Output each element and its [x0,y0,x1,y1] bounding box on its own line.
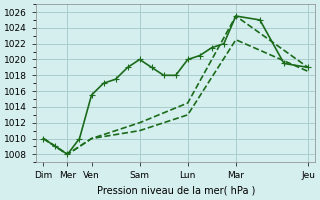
X-axis label: Pression niveau de la mer( hPa ): Pression niveau de la mer( hPa ) [97,186,255,196]
